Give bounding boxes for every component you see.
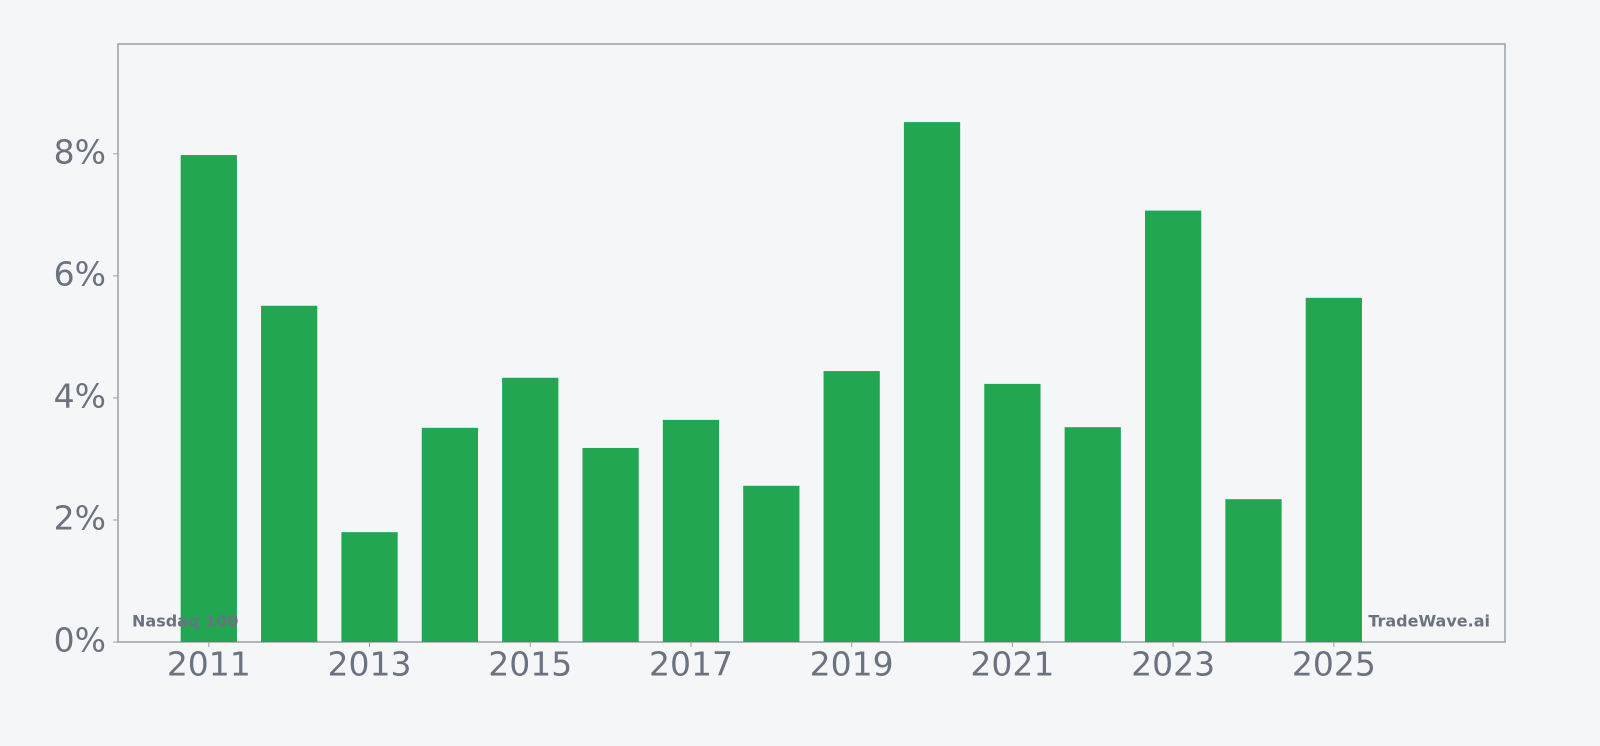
x-tick-label: 2019 — [810, 645, 894, 684]
plot-frame — [117, 43, 1506, 643]
bar — [1305, 297, 1362, 642]
bar — [421, 427, 479, 642]
bar — [582, 447, 639, 642]
y-tick-label: 0% — [54, 621, 106, 660]
y-tick-label: 4% — [54, 376, 106, 415]
x-tick-label: 2025 — [1292, 645, 1376, 684]
bar — [1225, 499, 1282, 642]
x-tick-label: 2013 — [328, 645, 412, 684]
y-tick-label: 2% — [54, 498, 106, 537]
bar — [662, 419, 720, 642]
bar — [903, 122, 961, 642]
y-tick-label: 8% — [54, 132, 106, 171]
bar — [341, 532, 398, 642]
x-tick-label: 2017 — [649, 645, 733, 684]
x-tick-label: 2011 — [167, 645, 251, 684]
bar — [261, 305, 318, 642]
bar — [180, 155, 237, 643]
bar — [1064, 427, 1121, 642]
bar — [1144, 210, 1202, 643]
bar — [743, 485, 800, 642]
watermark: TradeWave.ai — [1368, 612, 1490, 631]
source-label: Nasdaq 100 — [132, 612, 238, 631]
bar — [823, 371, 880, 642]
bar — [502, 377, 559, 642]
y-tick-label: 6% — [54, 254, 106, 293]
x-tick-label: 2021 — [970, 645, 1054, 684]
bar — [984, 383, 1041, 642]
x-tick-label: 2023 — [1131, 645, 1215, 684]
x-tick-label: 2015 — [488, 645, 572, 684]
